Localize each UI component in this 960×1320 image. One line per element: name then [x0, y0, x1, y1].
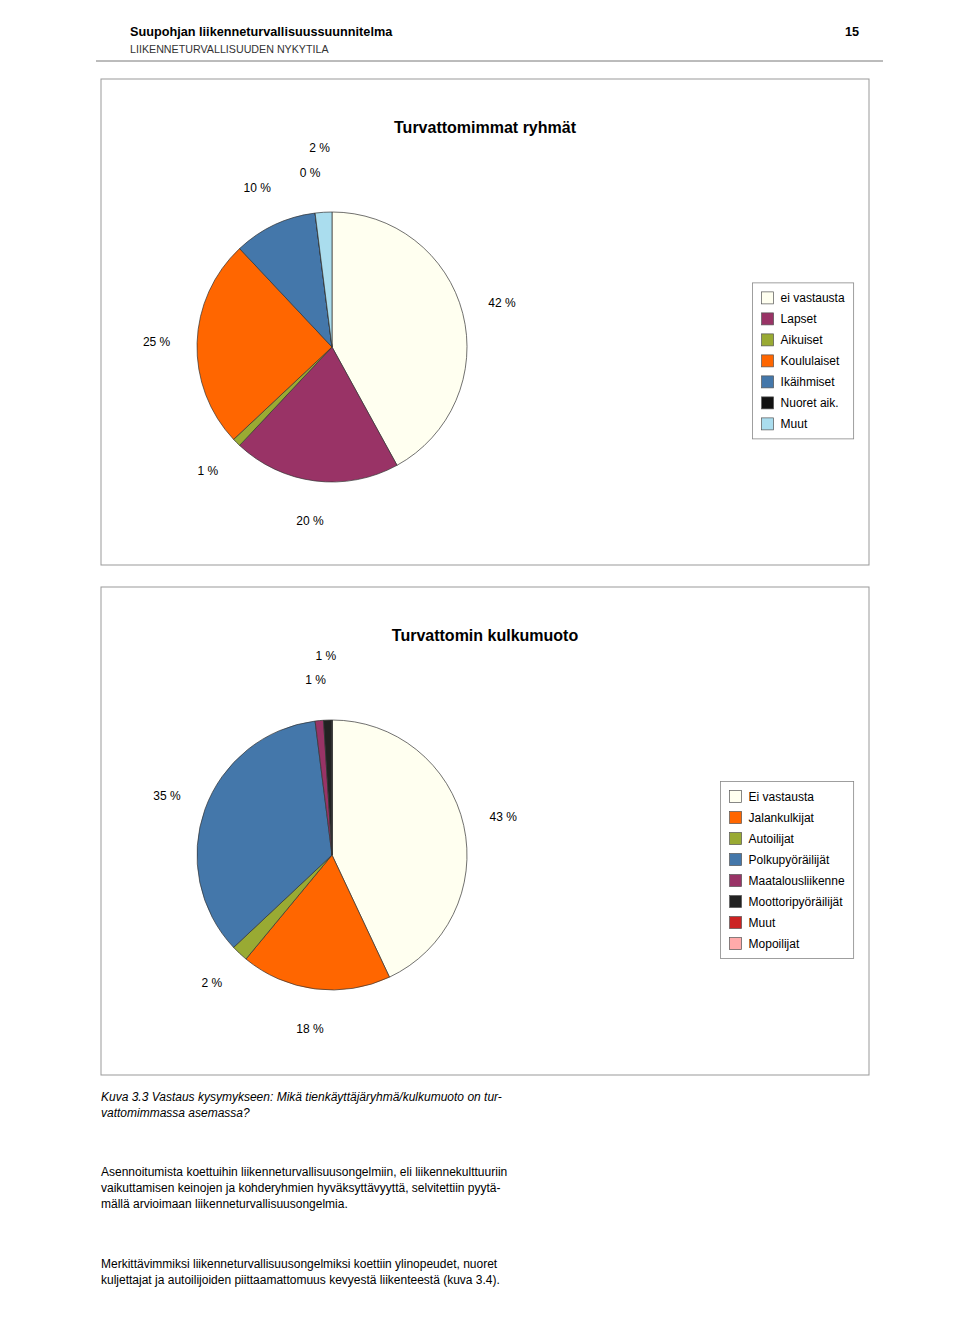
data-label: 10 %	[244, 181, 272, 195]
legend-swatch	[730, 833, 742, 845]
pie-slice	[315, 212, 332, 347]
pie-slice	[332, 720, 333, 855]
chart-panel: Turvattomimmat ryhmät 42 % 20 % 1 % 25 % 10 %…	[101, 79, 869, 565]
data-label: 1 %	[315, 649, 336, 663]
body-paragraph-line: vaikuttamisen keinojen ja kohderyhmien h…	[101, 1181, 501, 1195]
legend-swatch	[762, 292, 774, 304]
header-rule	[96, 61, 883, 62]
legend-swatch	[730, 938, 742, 950]
data-label: 25 %	[143, 334, 171, 348]
pie-slice	[332, 720, 333, 855]
page: Suupohjan liikenneturvallisuussuunnitelm…	[0, 0, 960, 1320]
legend-label: Muut	[781, 417, 808, 431]
data-label: 2 %	[202, 976, 223, 990]
legend-swatch	[762, 313, 774, 325]
chart-panel: Turvattomin kulkumuoto 43 % 18 % 2 % 35 % 1 %…	[101, 587, 869, 1075]
pie-slice	[324, 720, 332, 855]
legend-swatch	[730, 896, 742, 908]
pie-slices	[197, 212, 467, 482]
legend-swatch	[730, 812, 742, 824]
legend-swatch	[730, 791, 742, 803]
data-label: 43 %	[490, 810, 518, 824]
caption-line: Kuva 3.3 Vastaus kysymykseen: Mikä tienk…	[101, 1090, 502, 1104]
header-left: Suupohjan liikenneturvallisuussuunnitelm…	[130, 25, 393, 39]
legend-swatch	[762, 376, 774, 388]
legend-label: Polkupyöräilijät	[749, 853, 830, 867]
legend-frame	[721, 782, 854, 959]
data-label: 35 %	[153, 789, 181, 803]
legend-label: Lapset	[781, 312, 818, 326]
data-label: 42 %	[488, 296, 516, 310]
legend-label: Jalankulkijat	[749, 811, 815, 825]
data-labels: 42 % 20 % 1 % 25 % 10 % 0 % 2 %	[143, 141, 516, 528]
legend-label: Koululaiset	[781, 354, 840, 368]
body-paragraph-line: Asennoitumista koettuihin liikenneturval…	[101, 1165, 507, 1179]
legend-label: Aikuiset	[781, 333, 824, 347]
header-right: 15	[845, 25, 859, 39]
panel-frame	[101, 587, 869, 1075]
legend-swatch	[730, 917, 742, 929]
legend-swatch	[762, 397, 774, 409]
header-sub: LIIKENNETURVALLISUUDEN NYKYTILA	[130, 43, 329, 55]
panel-frame	[101, 79, 869, 565]
body-paragraph: Asennoitumista koettuihin liikenneturval…	[101, 1165, 507, 1211]
data-label: 1 %	[305, 673, 326, 687]
chart-title: Turvattomimmat ryhmät	[394, 119, 577, 136]
legend-swatch	[762, 334, 774, 346]
caption-line: vattomimmassa asemassa?	[101, 1106, 250, 1120]
data-label: 1 %	[198, 464, 219, 478]
legend-label: Ikäihmiset	[781, 375, 836, 389]
legend-swatch	[762, 418, 774, 430]
body-paragraph: Merkittävimmiksi liikenneturvallisuusong…	[101, 1257, 500, 1287]
data-labels: 43 % 18 % 2 % 35 % 1 % 1 %	[153, 649, 517, 1037]
pie-slice	[315, 720, 332, 855]
pie-slice	[197, 721, 332, 947]
data-label: 2 %	[309, 141, 330, 155]
legend-swatch	[730, 854, 742, 866]
caption: Kuva 3.3 Vastaus kysymykseen: Mikä tienk…	[101, 1090, 502, 1120]
legend: Ei vastausta Jalankulkijat Autoilijat Polku…	[721, 782, 854, 959]
body-paragraph-line: Merkittävimmiksi liikenneturvallisuusong…	[101, 1257, 498, 1271]
legend-frame	[753, 283, 854, 439]
chart-title: Turvattomin kulkumuoto	[392, 627, 579, 644]
legend-label: Nuoret aik.	[781, 396, 839, 410]
legend-label: Mopoilijat	[749, 937, 800, 951]
legend-label: Moottoripyöräilijät	[749, 895, 844, 909]
data-label: 20 %	[296, 514, 324, 528]
data-label: 0 %	[300, 166, 321, 180]
legend: ei vastausta Lapset Aikuiset Koululaiset Ikä…	[753, 283, 854, 439]
body-paragraph-line: mällä arvioimaan liikenneturvallisuusong…	[101, 1197, 348, 1211]
data-label: 18 %	[296, 1022, 324, 1036]
pie-slices	[197, 720, 467, 990]
legend-swatch	[730, 875, 742, 887]
legend-label: Ei vastausta	[749, 790, 815, 804]
legend-label: Muut	[749, 916, 776, 930]
legend-label: Maatalousliikenne	[749, 874, 845, 888]
legend-label: ei vastausta	[781, 291, 845, 305]
body-paragraph-line: kuljettajat ja autoilijoiden piittaamatt…	[101, 1273, 500, 1287]
legend-swatch	[762, 355, 774, 367]
legend-label: Autoilijat	[749, 832, 795, 846]
